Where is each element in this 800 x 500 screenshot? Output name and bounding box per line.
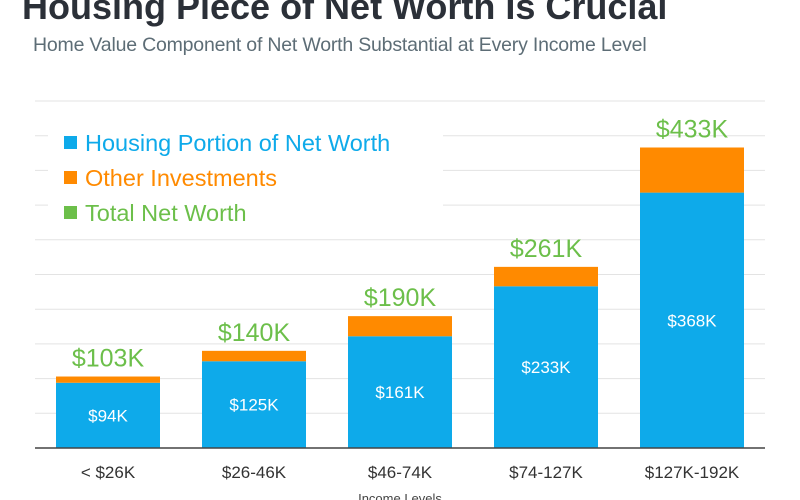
bar-housing — [56, 382, 160, 448]
bar-housing — [640, 192, 744, 448]
chart-subtitle: Home Value Component of Net Worth Substa… — [33, 34, 647, 56]
chart-title: Housing Piece of Net Worth Is Crucial — [22, 0, 668, 27]
x-tick-label: $127K-192K — [645, 463, 740, 482]
bar-value-label: $125K — [229, 396, 279, 415]
bar-other-investments — [494, 266, 598, 287]
bar-value-label: $233K — [521, 358, 571, 377]
x-axis-label: Income Levels — [358, 491, 442, 500]
bar-other-investments — [348, 316, 452, 337]
x-tick-label: $26-46K — [222, 463, 287, 482]
legend-swatch — [64, 136, 77, 149]
bar-other-investments — [640, 147, 744, 193]
bar-other-investments — [56, 376, 160, 383]
bar-housing — [494, 286, 598, 448]
x-tick-label: < $26K — [81, 463, 136, 482]
bar-value-label: $161K — [375, 383, 425, 402]
legend-label: Total Net Worth — [85, 200, 247, 226]
legend-swatch — [64, 171, 77, 184]
bar-housing — [348, 336, 452, 448]
x-tick-label: $74-127K — [509, 463, 583, 482]
bar-value-label: $94K — [88, 406, 128, 425]
bar-housing — [202, 361, 306, 448]
total-value-label: $140K — [218, 319, 291, 347]
legend-label: Housing Portion of Net Worth — [85, 130, 390, 156]
bar-other-investments — [202, 350, 306, 362]
legend-swatch — [64, 206, 77, 219]
total-value-label: $103K — [72, 345, 145, 373]
total-value-label: $190K — [364, 284, 437, 312]
legend-label: Other Investments — [85, 165, 277, 191]
bar-value-label: $368K — [667, 311, 717, 330]
x-tick-label: $46-74K — [368, 463, 433, 482]
total-value-label: $433K — [656, 115, 729, 143]
legend-box — [48, 120, 443, 232]
total-value-label: $261K — [510, 235, 583, 263]
